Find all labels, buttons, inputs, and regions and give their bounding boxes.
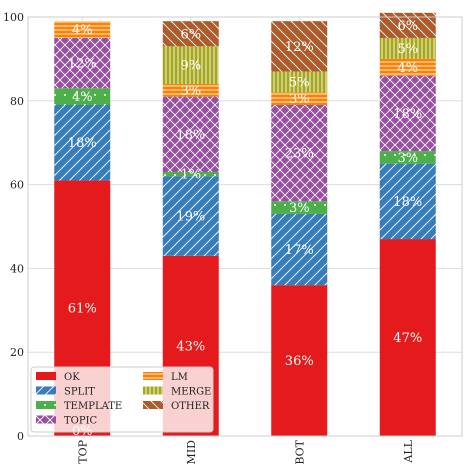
bar-segment-topic-bot	[271, 104, 328, 202]
data-label: 43%	[176, 339, 205, 354]
legend-box	[30, 366, 214, 433]
data-label: 18%	[68, 136, 97, 151]
data-label: 36%	[285, 354, 314, 369]
data-label: 6%	[397, 19, 418, 34]
bar-segment-topic-mid	[162, 96, 219, 173]
bar-segment-template-all	[379, 151, 436, 164]
bar-segment-topic-all	[379, 75, 436, 152]
data-label: 18%	[393, 195, 422, 210]
bar-segment-merge-mid	[162, 46, 219, 85]
bar-segment-lm-top	[54, 21, 111, 38]
bar-segment-split-mid	[162, 176, 219, 256]
data-label: 12%	[285, 40, 314, 55]
data-label: 5%	[397, 42, 418, 57]
legend-label: MERGE	[171, 387, 211, 398]
legend-swatch-ok	[36, 372, 56, 380]
y-tick-label: 80	[10, 95, 24, 108]
data-label: 18%	[393, 107, 422, 122]
data-label: 4%	[72, 90, 93, 105]
data-label: 3%	[289, 92, 310, 107]
legend-label: LM	[171, 372, 188, 383]
data-label: 4%	[397, 61, 418, 76]
legend-label: OTHER	[171, 401, 210, 412]
data-label: 9%	[180, 59, 201, 74]
y-tick-label: 40	[10, 262, 24, 275]
bar-segment-lm-all	[379, 58, 436, 76]
bar-segment-topic-top	[54, 37, 111, 89]
bars	[54, 12, 436, 436]
bar-segment-merge-bot	[271, 71, 328, 93]
legend-label: TOPIC	[64, 416, 98, 427]
data-label: 19%	[176, 210, 205, 225]
legend-label: TEMPLATE	[64, 401, 122, 412]
y-tick-label: 60	[10, 179, 24, 192]
legend-swatch-template	[36, 401, 56, 409]
data-label: 61%	[68, 302, 97, 317]
bar-segment-template-mid	[162, 172, 219, 177]
bar-segment-merge-all	[379, 37, 436, 59]
bar-segment-lm-mid	[162, 84, 219, 97]
bar-segment-ok-bot	[271, 285, 328, 436]
data-label: 47%	[393, 331, 422, 346]
bar-segment-split-all	[379, 163, 436, 240]
plot-frame	[27, 16, 463, 437]
bar-segment-split-bot	[271, 213, 328, 286]
data-label: 12%	[68, 57, 97, 72]
data-label: 5%	[289, 75, 310, 90]
data-label: 3%	[289, 201, 310, 216]
legend-swatch-merge	[143, 386, 163, 395]
bar-segment-lm-bot	[271, 92, 328, 105]
axes: 0 20 40 60 80 100 TOP MID BOT ALL	[3, 11, 463, 464]
bar-segment-ok-all	[379, 239, 436, 436]
bar-segment-other-bot	[271, 21, 328, 72]
data-label: 4%	[72, 23, 93, 38]
data-label: 3%	[397, 151, 418, 166]
legend-label: SPLIT	[64, 387, 95, 398]
data-label: 3%	[180, 84, 201, 99]
x-tick-label: TOP	[76, 439, 89, 463]
data-label: 23%	[285, 147, 314, 162]
bar-segment-template-bot	[271, 201, 328, 214]
bar-segment-split-top	[54, 104, 111, 181]
x-tick-label: BOT	[293, 439, 306, 464]
legend-swatch-topic	[36, 415, 56, 424]
segment-labels: 61% 18% 4% 12% 4% 43% 19% 1% 18% 3% 9% 6% 36% 17% 3% 23…	[68, 19, 422, 439]
x-tick-label: MID	[185, 440, 198, 464]
legend-swatch-lm	[143, 372, 163, 380]
data-label: 18%	[176, 128, 205, 143]
y-tick-label: 20	[10, 346, 24, 359]
y-tick-label: 100	[3, 11, 24, 24]
legend-label: OK	[64, 372, 80, 383]
legend-swatch-split	[36, 386, 56, 395]
y-tick-label: 0	[17, 430, 24, 443]
x-tick-label: ALL	[402, 439, 415, 463]
data-label: 6%	[180, 27, 201, 42]
legend: OK SPLIT TEMPLATE TOPIC LM MERGE OTHER	[30, 366, 214, 433]
bar-segment-template-top	[54, 88, 111, 105]
data-label: 17%	[285, 243, 314, 258]
bar-segment-other-mid	[162, 21, 219, 47]
legend-swatch-other	[143, 401, 163, 409]
data-label: 1%	[180, 168, 201, 183]
